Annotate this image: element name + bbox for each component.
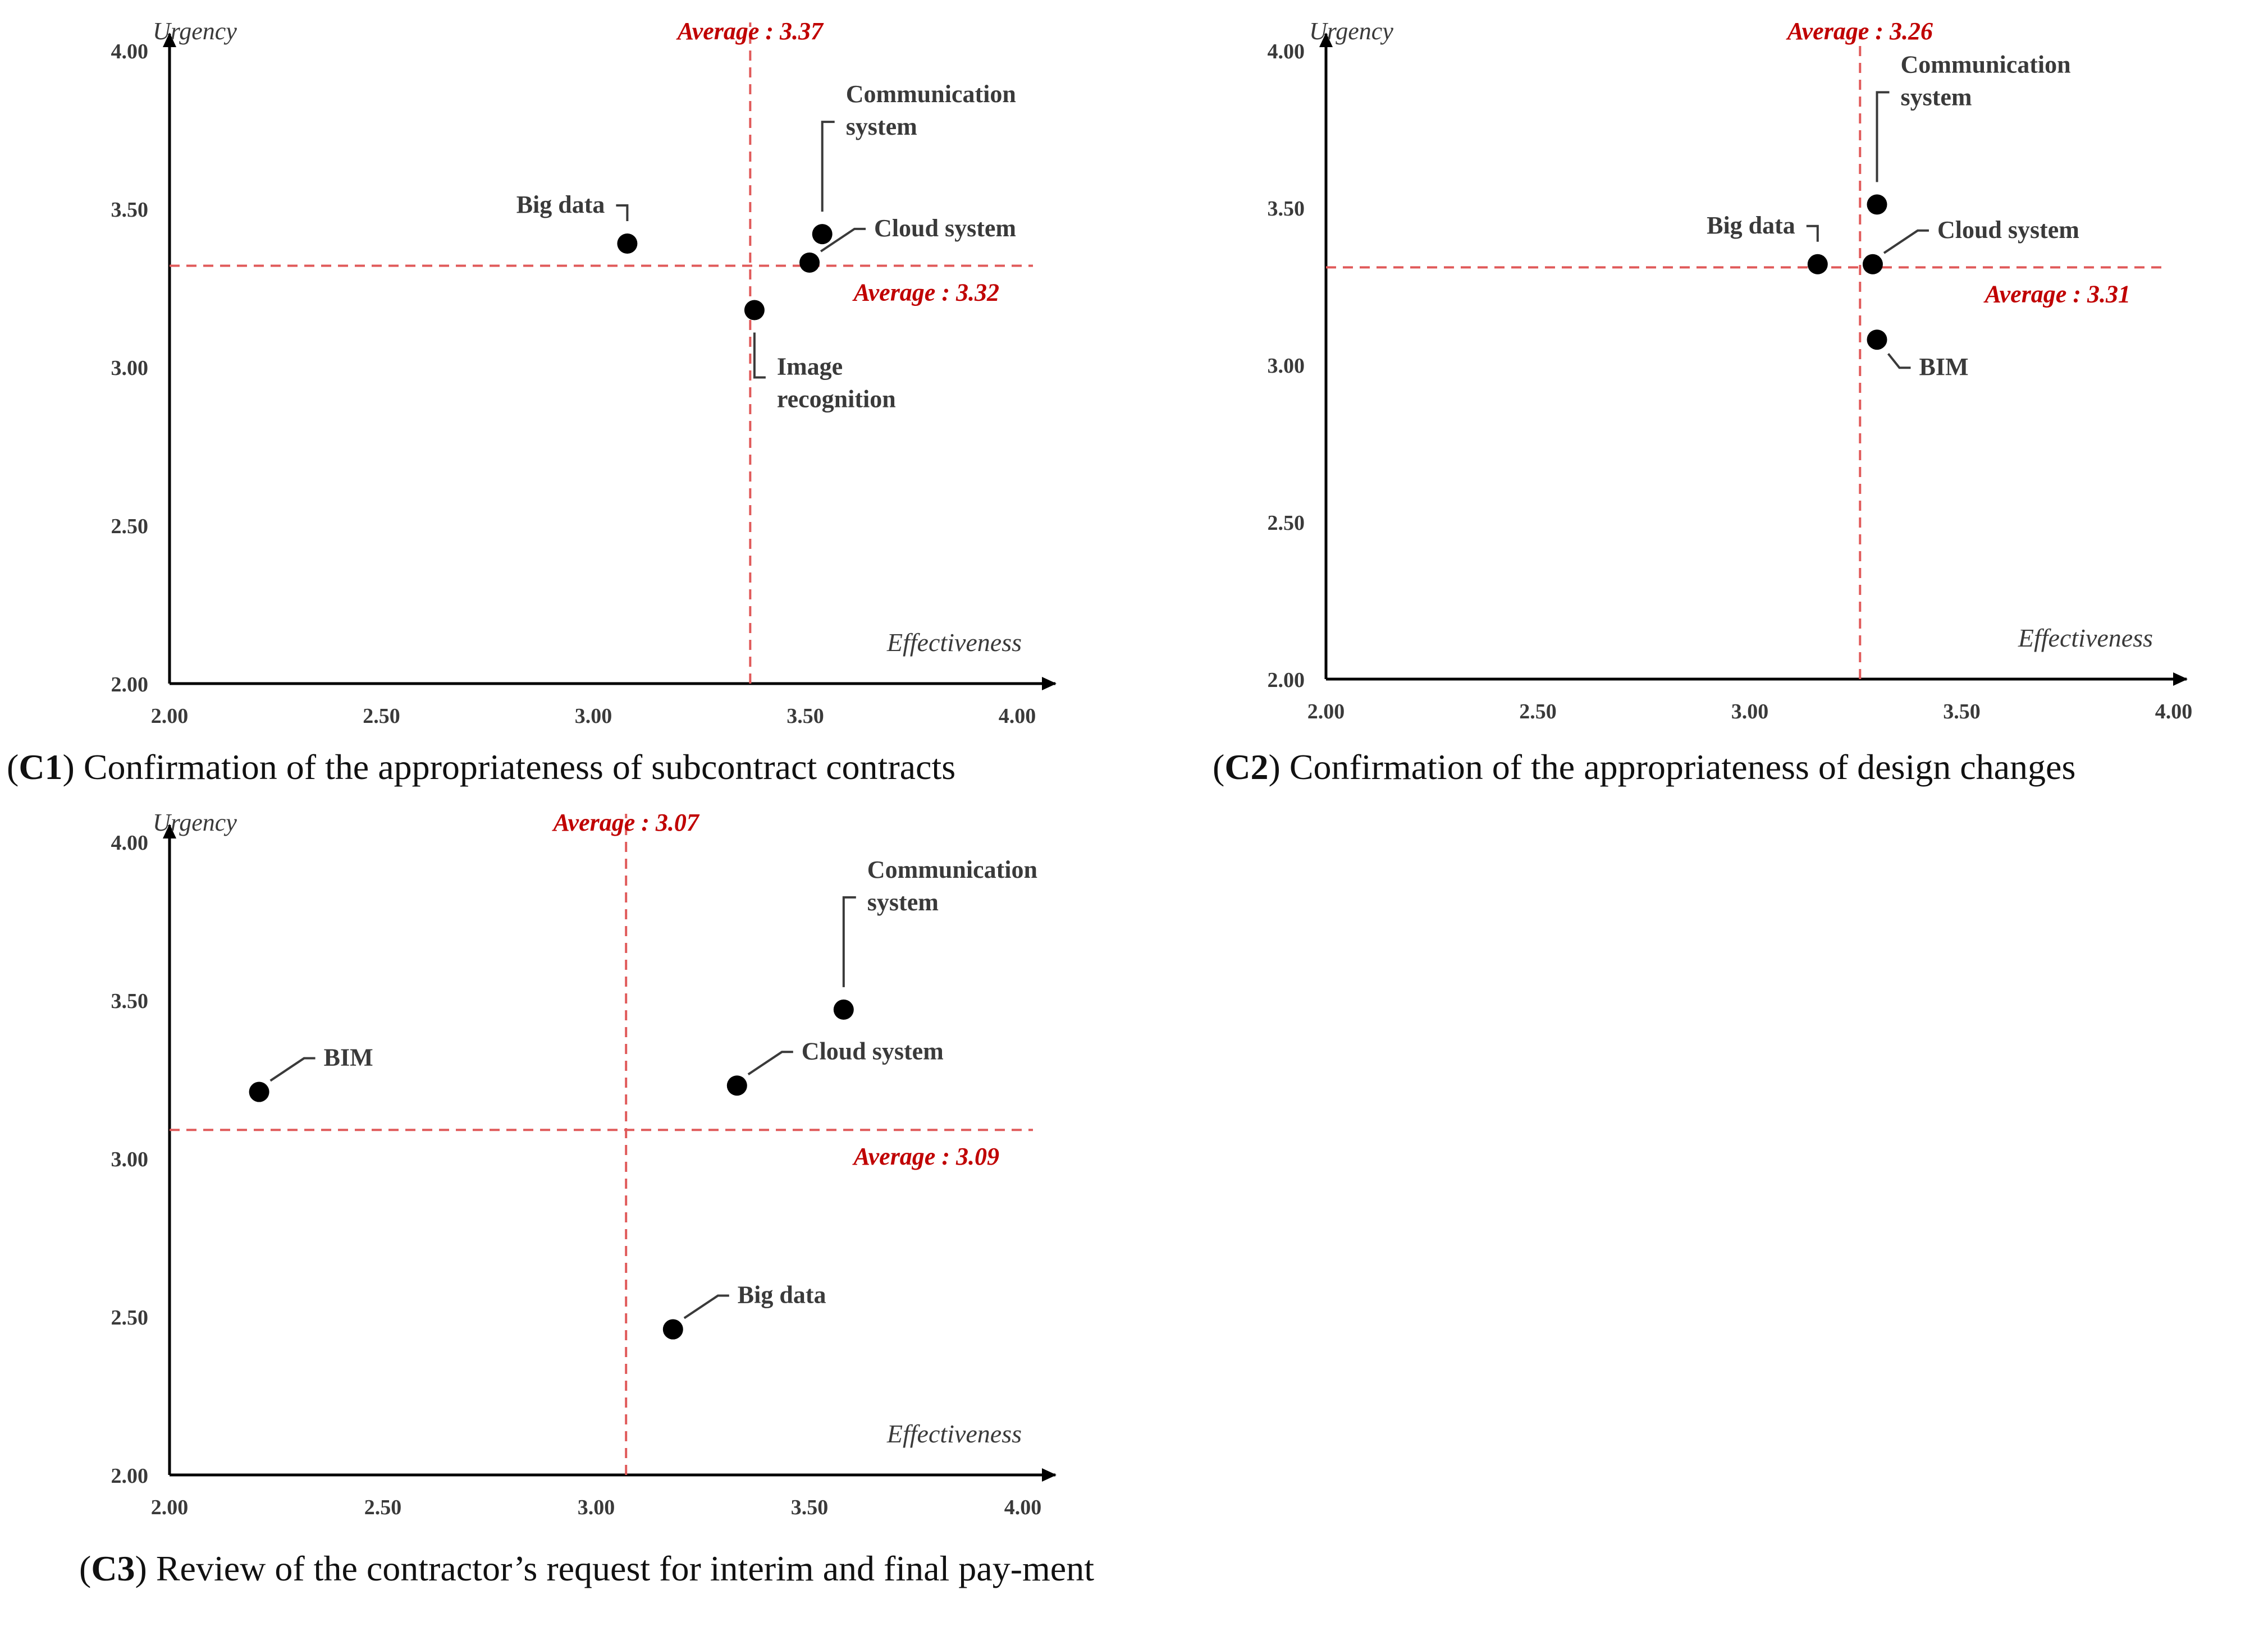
c2-x-tick-label: 3.00 xyxy=(1731,700,1769,723)
c2-point-label-big-data: Big data xyxy=(1707,212,1795,239)
c1-y-tick-label: 2.00 xyxy=(111,673,149,697)
c2-y-axis-label: Urgency xyxy=(1309,17,1393,45)
c2-leader-cloud-system xyxy=(1883,229,1929,254)
c3-y-tick-label: 4.00 xyxy=(111,831,149,855)
chart-c3: 2.00 2.50 3.00 3.50 4.00 2.00 2.50 3.00 3.50 4.00… xyxy=(111,809,1057,1519)
c1-point-image-recognition xyxy=(744,300,765,320)
c3-leader-big-data xyxy=(683,1294,729,1319)
c2-y-tick-label: 3.00 xyxy=(1268,354,1305,378)
caption-c1-label: C1 xyxy=(19,747,63,787)
c1-x-tick-label: 3.00 xyxy=(575,704,612,728)
c3-y-tick-label: 3.00 xyxy=(111,1148,149,1171)
caption-c2-text: Confirmation of the appropriateness of d… xyxy=(1289,747,2076,787)
caption-c3-text: Review of the contractor’s request for i… xyxy=(156,1548,1094,1588)
c3-point-communication-system xyxy=(833,999,854,1020)
c1-y-axis-label: Urgency xyxy=(153,17,237,45)
c1-y-tick-label: 3.50 xyxy=(111,198,149,222)
c1-x-average-label: Average : 3.37 xyxy=(676,17,824,45)
c1-x-tick-label: 3.50 xyxy=(787,704,824,728)
c1-leader-cloud-system xyxy=(820,227,866,253)
c2-x-tick-label: 3.50 xyxy=(1943,700,1981,723)
chart-c1: 2.00 2.50 3.00 3.50 4.00 2.00 2.50 3.00 3.50 4.00… xyxy=(111,17,1057,728)
c1-point-big-data xyxy=(617,233,638,254)
c2-x-average-label: Average : 3.26 xyxy=(1786,17,1933,45)
caption-c2: (C2) Confirmation of the appropriateness… xyxy=(1213,747,2076,787)
c3-x-tick-label: 2.00 xyxy=(151,1496,189,1519)
c1-point-label-big-data: Big data xyxy=(516,191,605,218)
c1-y-average-label: Average : 3.32 xyxy=(852,279,999,306)
c1-x-tick-label: 2.50 xyxy=(363,704,400,728)
c3-x-tick-label: 3.00 xyxy=(578,1496,615,1519)
c1-point-label-communication-system: Communication xyxy=(846,80,1016,108)
c2-point-communication-system xyxy=(1867,194,1887,215)
c1-point-label-cloud-system: Cloud system xyxy=(874,214,1016,242)
c1-x-axis-label: Effectiveness xyxy=(886,628,1022,657)
c1-point-label-image-recognition: Image xyxy=(777,352,843,380)
c3-y-tick-label: 3.50 xyxy=(111,989,149,1013)
c2-point-cloud-system xyxy=(1862,254,1883,274)
c3-y-tick-label: 2.00 xyxy=(111,1464,149,1488)
caption-c1-text: Confirmation of the appropriateness of s… xyxy=(83,747,956,787)
c2-point-label-communication-system: system xyxy=(1901,83,1972,111)
c3-leader-bim xyxy=(269,1057,315,1082)
c1-y-tick-label: 3.00 xyxy=(111,356,149,380)
c3-x-axis-label: Effectiveness xyxy=(886,1419,1022,1448)
c1-point-label-communication-system: system xyxy=(846,113,917,140)
caption-c2-label: C2 xyxy=(1224,747,1269,787)
c3-x-tick-label: 4.00 xyxy=(1004,1496,1042,1519)
c2-y-average-label: Average : 3.31 xyxy=(1983,280,2130,308)
c2-x-tick-label: 2.50 xyxy=(1519,700,1557,723)
c2-point-bim xyxy=(1867,329,1887,350)
c3-point-label-big-data: Big data xyxy=(738,1281,826,1309)
c1-point-cloud-system xyxy=(799,252,820,273)
c1-leader-communication-system xyxy=(821,121,835,212)
c1-point-communication-system xyxy=(812,224,833,245)
c3-point-label-communication-system: Communication xyxy=(867,856,1037,883)
c3-point-label-bim: BIM xyxy=(324,1044,373,1071)
caption-c3-label: C3 xyxy=(91,1548,135,1588)
c2-x-tick-label: 2.00 xyxy=(1307,700,1345,723)
c1-x-tick-label: 4.00 xyxy=(999,704,1036,728)
c2-point-label-communication-system: Communication xyxy=(1901,51,2071,78)
chart-c2: 2.00 2.50 3.00 3.50 4.00 2.00 2.50 3.00 3.50 4.00… xyxy=(1268,17,2193,723)
c3-point-big-data xyxy=(662,1319,683,1340)
c2-leader-communication-system xyxy=(1876,91,1890,182)
c2-x-axis-label: Effectiveness xyxy=(2018,624,2153,652)
caption-c1: (C1) Confirmation of the appropriateness… xyxy=(7,747,956,787)
c3-point-bim xyxy=(249,1082,269,1102)
c2-y-tick-label: 2.00 xyxy=(1268,668,1305,692)
c1-y-tick-label: 2.50 xyxy=(111,515,149,538)
c3-leader-communication-system xyxy=(842,896,856,987)
c1-y-tick-label: 4.00 xyxy=(111,40,149,63)
c2-point-label-bim: BIM xyxy=(1919,353,1969,381)
c3-y-tick-label: 2.50 xyxy=(111,1306,149,1330)
c2-leader-bim xyxy=(1887,352,1911,369)
c3-leader-cloud-system xyxy=(747,1051,793,1075)
c2-x-tick-label: 4.00 xyxy=(2155,700,2193,723)
c3-x-tick-label: 3.50 xyxy=(791,1496,829,1519)
c2-y-tick-label: 4.00 xyxy=(1268,40,1305,63)
c3-x-average-label: Average : 3.07 xyxy=(551,809,699,836)
c2-leader-big-data xyxy=(1806,224,1819,242)
c2-point-label-cloud-system: Cloud system xyxy=(1937,216,2079,244)
c2-point-big-data xyxy=(1807,254,1828,274)
c3-y-axis-label: Urgency xyxy=(153,809,237,836)
c1-leader-big-data xyxy=(616,204,629,222)
c1-x-tick-label: 2.00 xyxy=(151,704,189,728)
c1-point-label-image-recognition: recognition xyxy=(777,385,896,413)
c3-y-average-label: Average : 3.09 xyxy=(852,1143,999,1170)
c3-x-tick-label: 2.50 xyxy=(364,1496,402,1519)
c3-point-label-communication-system: system xyxy=(867,888,939,916)
c1-leader-image-recognition xyxy=(753,332,766,379)
c2-y-tick-label: 2.50 xyxy=(1268,511,1305,535)
c2-y-tick-label: 3.50 xyxy=(1268,197,1305,221)
c3-point-cloud-system xyxy=(726,1075,747,1096)
caption-c3: (C3) Review of the contractor’s request … xyxy=(79,1548,1094,1588)
c3-point-label-cloud-system: Cloud system xyxy=(802,1037,944,1065)
